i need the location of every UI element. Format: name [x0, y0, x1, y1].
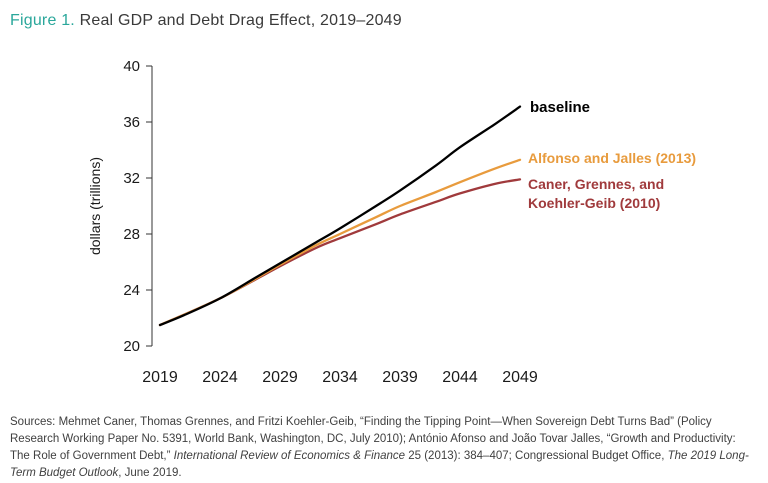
series-line-baseline	[158, 105, 522, 327]
x-tick-label: 2039	[382, 369, 418, 386]
series-label-baseline: baseline	[530, 99, 591, 116]
y-tick-label: 20	[123, 338, 140, 355]
x-tick-label: 2034	[322, 369, 358, 386]
x-tick-label: 2029	[262, 369, 298, 386]
series-line-caner	[158, 178, 522, 327]
source-italic-segment: International Review of Economics & Fina…	[173, 450, 406, 462]
series-label-caner: Caner, Grennes, and Koehler-Geib (2010)	[528, 175, 664, 213]
chart-area: 20 24 28 32 36 40 2019 2024 2029 2034 2039 2044 2049…	[0, 50, 768, 395]
source-text-segment: 25 (2013): 384–407; Congressional Budget…	[405, 450, 668, 462]
source-text-segment: Sources: Mehmet Caner, Thomas Grennes, a…	[10, 415, 736, 463]
source-text-segment: , June 2019.	[118, 467, 182, 480]
x-tick-label: 2044	[442, 369, 478, 386]
y-tick-label: 28	[123, 226, 140, 243]
y-axis-title: dollars (trillions)	[87, 157, 103, 255]
series-label-caner-line2: Koehler-Geib (2010)	[528, 195, 661, 211]
figure-title: Figure 1. Real GDP and Debt Drag Effect,…	[10, 12, 402, 30]
y-tick-label: 36	[123, 114, 140, 131]
y-tick-label: 24	[123, 282, 140, 299]
x-tick-label: 2019	[142, 369, 178, 386]
series-label-caner-line1: Caner, Grennes, and	[528, 176, 665, 192]
source-note: Sources: Mehmet Caner, Thomas Grennes, a…	[10, 414, 758, 483]
x-tick-label: 2024	[202, 369, 238, 386]
y-tick-label: 40	[123, 58, 140, 75]
y-tick-label: 32	[123, 170, 140, 187]
figure-title-text: Real GDP and Debt Drag Effect, 2019–2049	[74, 12, 402, 29]
series-label-afonso: Alfonso and Jalles (2013)	[528, 150, 697, 166]
figure-number: Figure 1.	[10, 12, 75, 29]
x-tick-label: 2049	[502, 369, 538, 386]
